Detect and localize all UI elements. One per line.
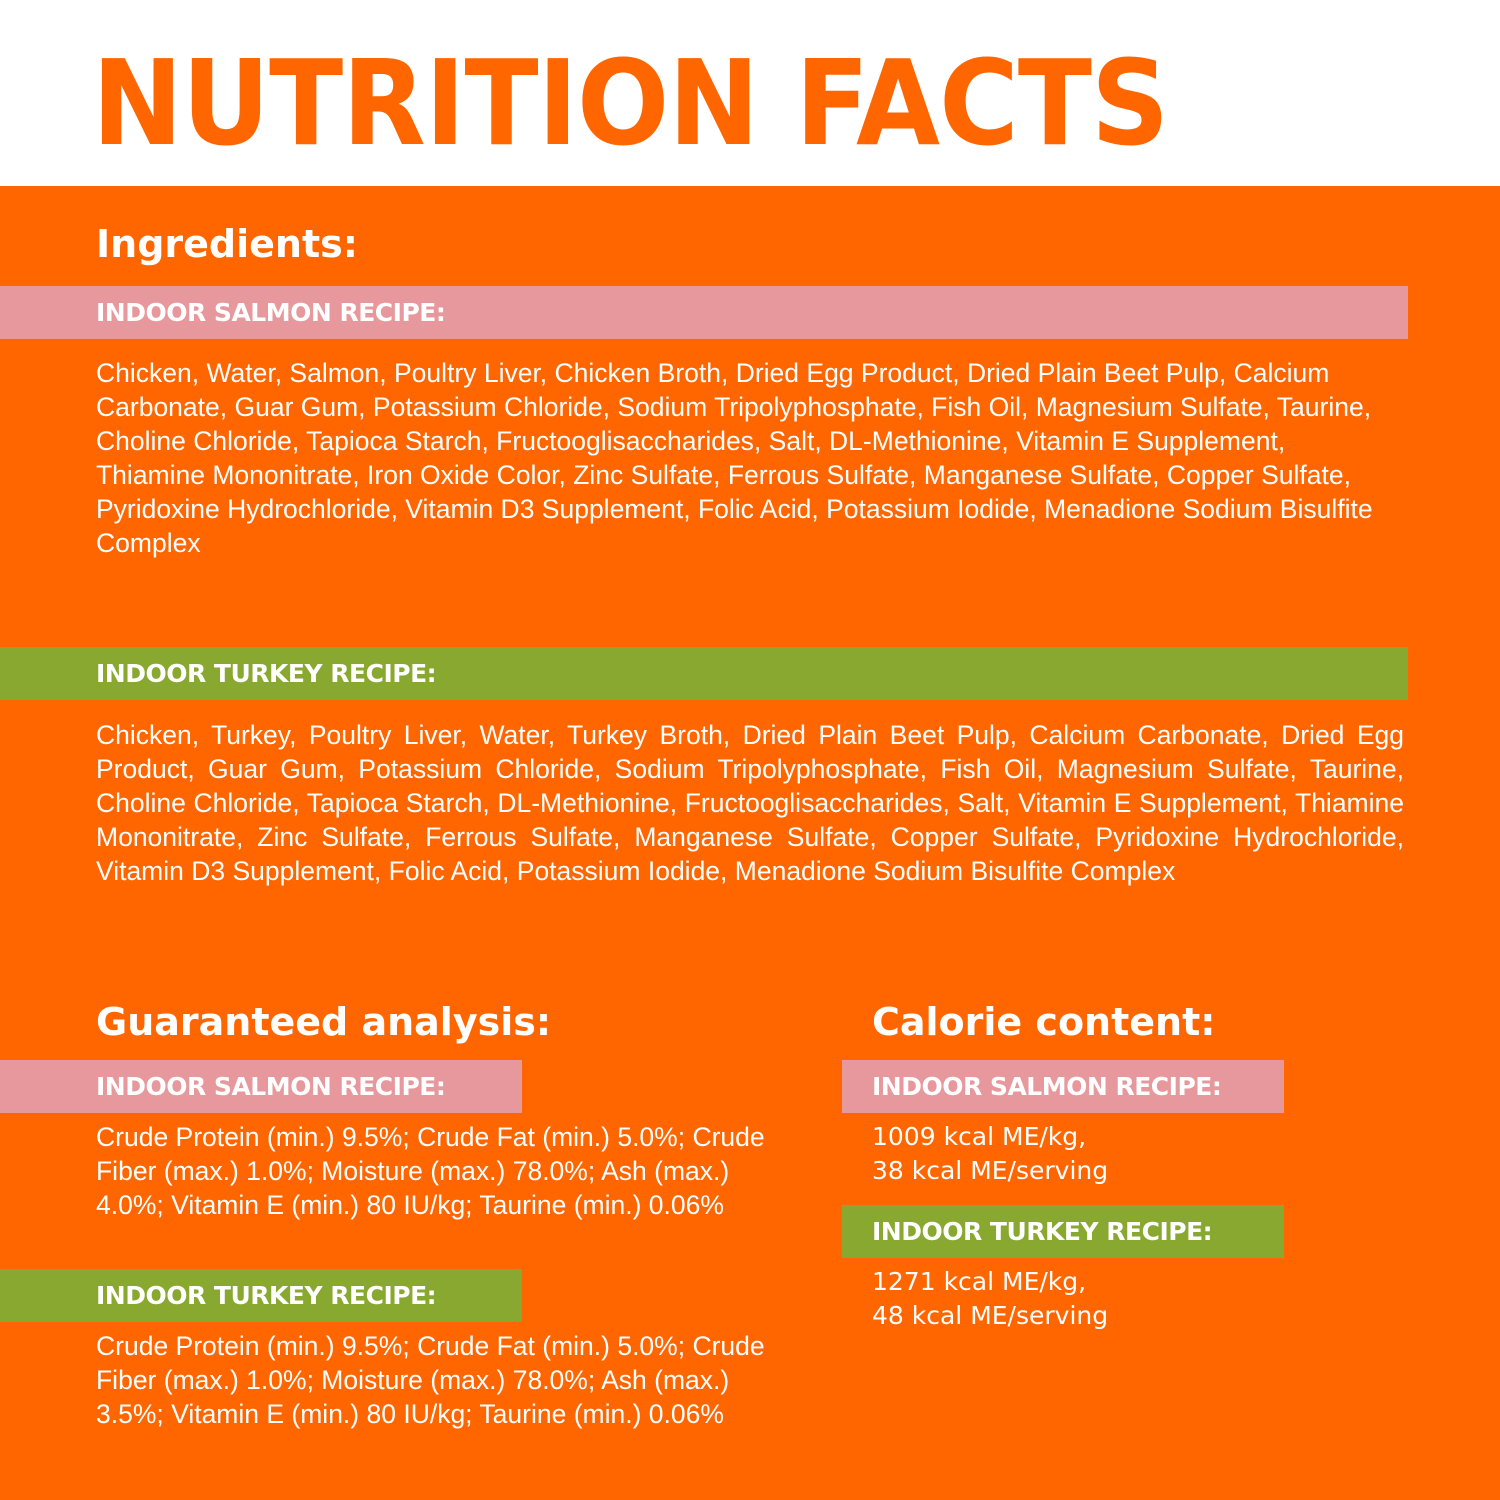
- analysis-turkey-text: Crude Protein (min.) 9.5%; Crude Fat (mi…: [96, 1331, 765, 1429]
- ingredients-turkey-label-text: INDOOR TURKEY RECIPE:: [96, 659, 437, 688]
- ingredients-salmon-text: Chicken, Water, Salmon, Poultry Liver, C…: [96, 358, 1373, 558]
- ingredients-salmon-label-text: INDOOR SALMON RECIPE:: [96, 298, 446, 327]
- calorie-salmon-serving: 38 kcal ME/serving: [872, 1156, 1109, 1185]
- ingredients-salmon-label: INDOOR SALMON RECIPE:: [0, 286, 1408, 339]
- analysis-salmon-label: INDOOR SALMON RECIPE:: [0, 1060, 522, 1113]
- guaranteed-analysis-heading: Guaranteed analysis:: [96, 1000, 552, 1044]
- calorie-salmon-kg: 1009 kcal ME/kg,: [872, 1122, 1087, 1151]
- ingredients-heading: Ingredients:: [96, 222, 358, 266]
- calorie-turkey-label: INDOOR TURKEY RECIPE:: [842, 1205, 1284, 1258]
- calorie-salmon-label-text: INDOOR SALMON RECIPE:: [872, 1072, 1222, 1101]
- calorie-content-heading: Calorie content:: [872, 1000, 1216, 1044]
- calorie-turkey-label-text: INDOOR TURKEY RECIPE:: [872, 1217, 1213, 1246]
- calorie-salmon-label: INDOOR SALMON RECIPE:: [842, 1060, 1284, 1113]
- analysis-salmon-label-text: INDOOR SALMON RECIPE:: [96, 1072, 446, 1101]
- ingredients-turkey-text: Chicken, Turkey, Poultry Liver, Water, T…: [96, 720, 1404, 886]
- calorie-turkey-serving: 48 kcal ME/serving: [872, 1301, 1109, 1330]
- analysis-turkey-label: INDOOR TURKEY RECIPE:: [0, 1269, 522, 1322]
- calorie-turkey-kg: 1271 kcal ME/kg,: [872, 1267, 1087, 1296]
- header: NUTRITION FACTS: [0, 0, 1500, 186]
- analysis-turkey-label-text: INDOOR TURKEY RECIPE:: [96, 1281, 437, 1310]
- page-title: NUTRITION FACTS: [92, 34, 1169, 172]
- ingredients-turkey-label: INDOOR TURKEY RECIPE:: [0, 647, 1408, 700]
- analysis-salmon-text: Crude Protein (min.) 9.5%; Crude Fat (mi…: [96, 1122, 765, 1220]
